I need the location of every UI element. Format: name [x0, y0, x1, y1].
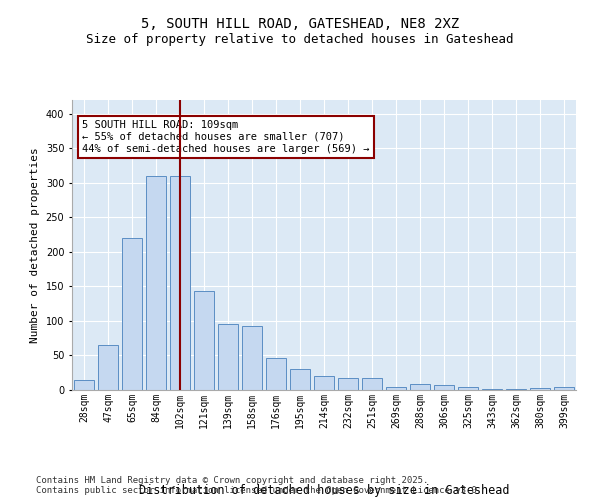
- Bar: [194, 292, 214, 390]
- Text: 5, SOUTH HILL ROAD, GATESHEAD, NE8 2XZ: 5, SOUTH HILL ROAD, GATESHEAD, NE8 2XZ: [141, 18, 459, 32]
- Bar: [314, 376, 334, 390]
- Bar: [266, 358, 286, 390]
- Bar: [386, 386, 406, 390]
- Bar: [98, 345, 118, 390]
- Bar: [242, 326, 262, 390]
- Bar: [290, 370, 310, 390]
- Text: Contains HM Land Registry data © Crown copyright and database right 2025.
Contai: Contains HM Land Registry data © Crown c…: [36, 476, 482, 495]
- Bar: [530, 388, 550, 390]
- Bar: [170, 176, 190, 390]
- Bar: [458, 387, 478, 390]
- Bar: [122, 238, 142, 390]
- Bar: [554, 387, 574, 390]
- Bar: [410, 384, 430, 390]
- Bar: [338, 378, 358, 390]
- Bar: [146, 176, 166, 390]
- Y-axis label: Number of detached properties: Number of detached properties: [30, 147, 40, 343]
- Text: 5 SOUTH HILL ROAD: 109sqm
← 55% of detached houses are smaller (707)
44% of semi: 5 SOUTH HILL ROAD: 109sqm ← 55% of detac…: [82, 120, 370, 154]
- Bar: [218, 324, 238, 390]
- Bar: [434, 385, 454, 390]
- X-axis label: Distribution of detached houses by size in Gateshead: Distribution of detached houses by size …: [139, 484, 509, 496]
- Bar: [74, 380, 94, 390]
- Text: Size of property relative to detached houses in Gateshead: Size of property relative to detached ho…: [86, 32, 514, 46]
- Bar: [362, 378, 382, 390]
- Bar: [482, 388, 502, 390]
